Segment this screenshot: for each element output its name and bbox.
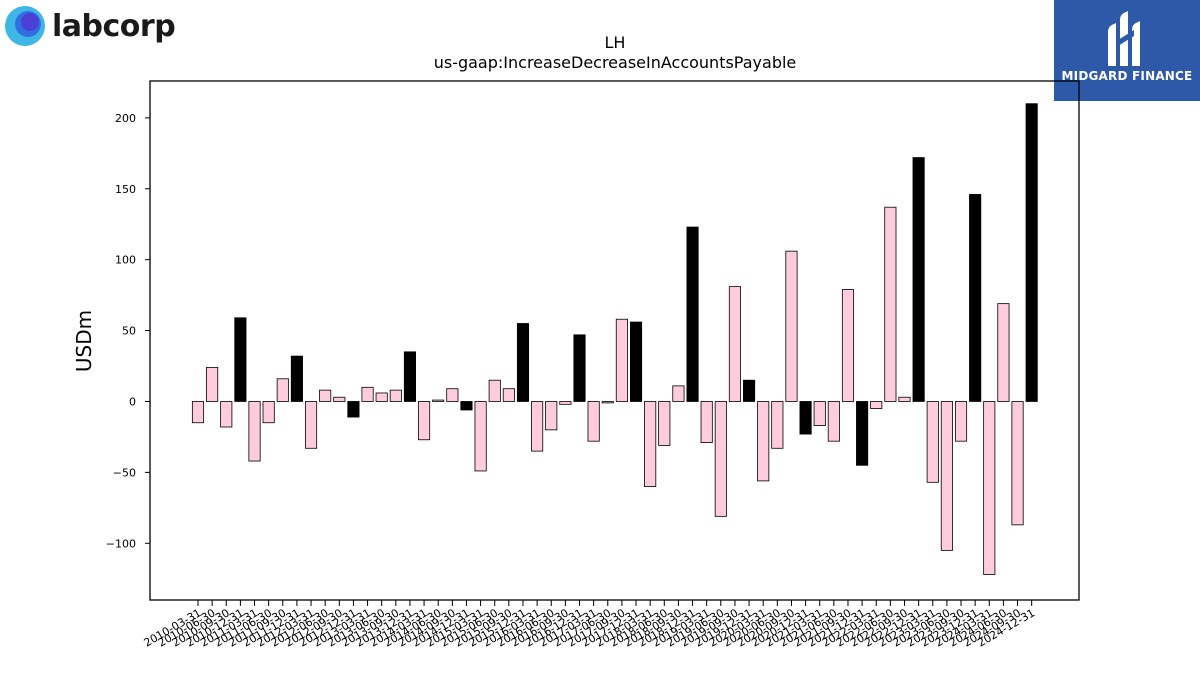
bar-2013-06-30 (375, 392, 388, 402)
bar-2010-03-31 (191, 401, 205, 424)
y-axis-label: USDm (72, 310, 96, 372)
bar-2015-12-31 (516, 323, 530, 402)
bar-2022-03-31 (870, 401, 883, 409)
bar-2016-09-30 (559, 401, 572, 405)
labcorp-logo: labcorp (4, 4, 176, 48)
bar-2018-09-30 (672, 385, 685, 402)
bar-2012-12-31 (347, 401, 360, 418)
bar-2024-12-31 (1025, 103, 1038, 402)
bar-2024-03-31 (983, 401, 996, 575)
y-tick-label: 0 (129, 395, 136, 408)
bar-2016-06-30 (545, 401, 558, 431)
bar-2024-09-30 (1011, 401, 1024, 526)
bar-2012-06-30 (319, 389, 332, 402)
bar-2017-03-31 (587, 401, 600, 442)
y-tick-label: 100 (115, 254, 136, 267)
y-tick-label: −100 (106, 537, 136, 550)
bar-2011-09-30 (276, 378, 289, 402)
bar-2010-09-30 (220, 401, 233, 428)
bar-2017-06-30 (601, 401, 614, 404)
chart-subtitle: us-gaap:IncreaseDecreaseInAccountsPayabl… (434, 53, 797, 72)
bar-2018-12-31 (686, 226, 699, 402)
chart-title: LH (605, 33, 626, 52)
bar-2023-06-30 (940, 401, 953, 551)
bar-2015-03-31 (474, 401, 487, 472)
bar-2013-09-30 (389, 389, 402, 402)
midgard-finance-logo-text: MIDGARD FINANCE (1061, 69, 1193, 83)
bar-2021-06-30 (827, 401, 840, 442)
y-axis: −100 −50 0 50 100 150 200 (106, 112, 150, 550)
bar-2020-09-30 (785, 250, 798, 402)
bar-2013-12-31 (403, 351, 416, 402)
bar-2020-06-30 (771, 401, 784, 449)
bar-2018-03-31 (644, 401, 657, 487)
bar-2014-09-30 (446, 388, 459, 402)
y-tick-label: 50 (122, 325, 136, 338)
bar-2020-03-31 (757, 401, 770, 482)
bar-2012-09-30 (333, 396, 346, 402)
y-tick-label: 150 (115, 183, 136, 196)
bar-2016-12-31 (573, 334, 586, 402)
bar-2019-12-31 (743, 379, 756, 402)
bar-2019-03-31 (700, 401, 713, 444)
bar-2014-12-31 (460, 401, 473, 411)
bar-2021-03-31 (813, 401, 826, 426)
midgard-finance-logo-icon (1108, 11, 1140, 66)
bar-2015-09-30 (502, 388, 515, 402)
bar-2018-06-30 (658, 401, 671, 446)
bar-2013-03-31 (361, 386, 374, 402)
bar-2011-06-30 (262, 401, 275, 424)
bar-2023-12-31 (969, 194, 982, 402)
y-tick-label: 200 (115, 112, 136, 125)
plot-frame (149, 80, 1080, 601)
bar-2011-12-31 (290, 355, 303, 402)
bar-2019-06-30 (714, 401, 727, 517)
bar-2023-09-30 (954, 401, 968, 442)
bar-2023-03-31 (926, 401, 939, 483)
bar-2014-03-31 (418, 401, 431, 441)
bar-2012-03-31 (304, 401, 318, 449)
x-axis: 2010-03-312010-06-302010-09-302010-12-31… (142, 600, 1037, 650)
bar-2014-06-30 (432, 399, 445, 402)
bar-2011-03-31 (248, 401, 261, 462)
midgard-finance-logo: MIDGARD FINANCE (1054, 0, 1200, 101)
bar-2016-03-31 (531, 401, 544, 452)
bar-2024-06-30 (997, 303, 1010, 402)
labcorp-logo-text: labcorp (52, 8, 176, 44)
bar-2022-09-30 (898, 396, 911, 402)
bar-group (191, 103, 1038, 575)
bar-2021-09-30 (841, 289, 855, 402)
bar-2022-12-31 (912, 157, 925, 402)
labcorp-logo-icon (5, 6, 45, 46)
bar-2017-09-30 (615, 318, 628, 402)
bar-2022-06-30 (884, 206, 897, 402)
bar-2021-12-31 (856, 401, 869, 466)
bar-2020-12-31 (799, 401, 812, 435)
bar-2010-12-31 (234, 317, 247, 402)
bar-2017-12-31 (629, 321, 643, 402)
bar-2010-06-30 (206, 367, 219, 402)
y-tick-label: −50 (113, 466, 136, 479)
bar-2015-06-30 (488, 379, 501, 402)
bar-2019-09-30 (728, 286, 741, 402)
